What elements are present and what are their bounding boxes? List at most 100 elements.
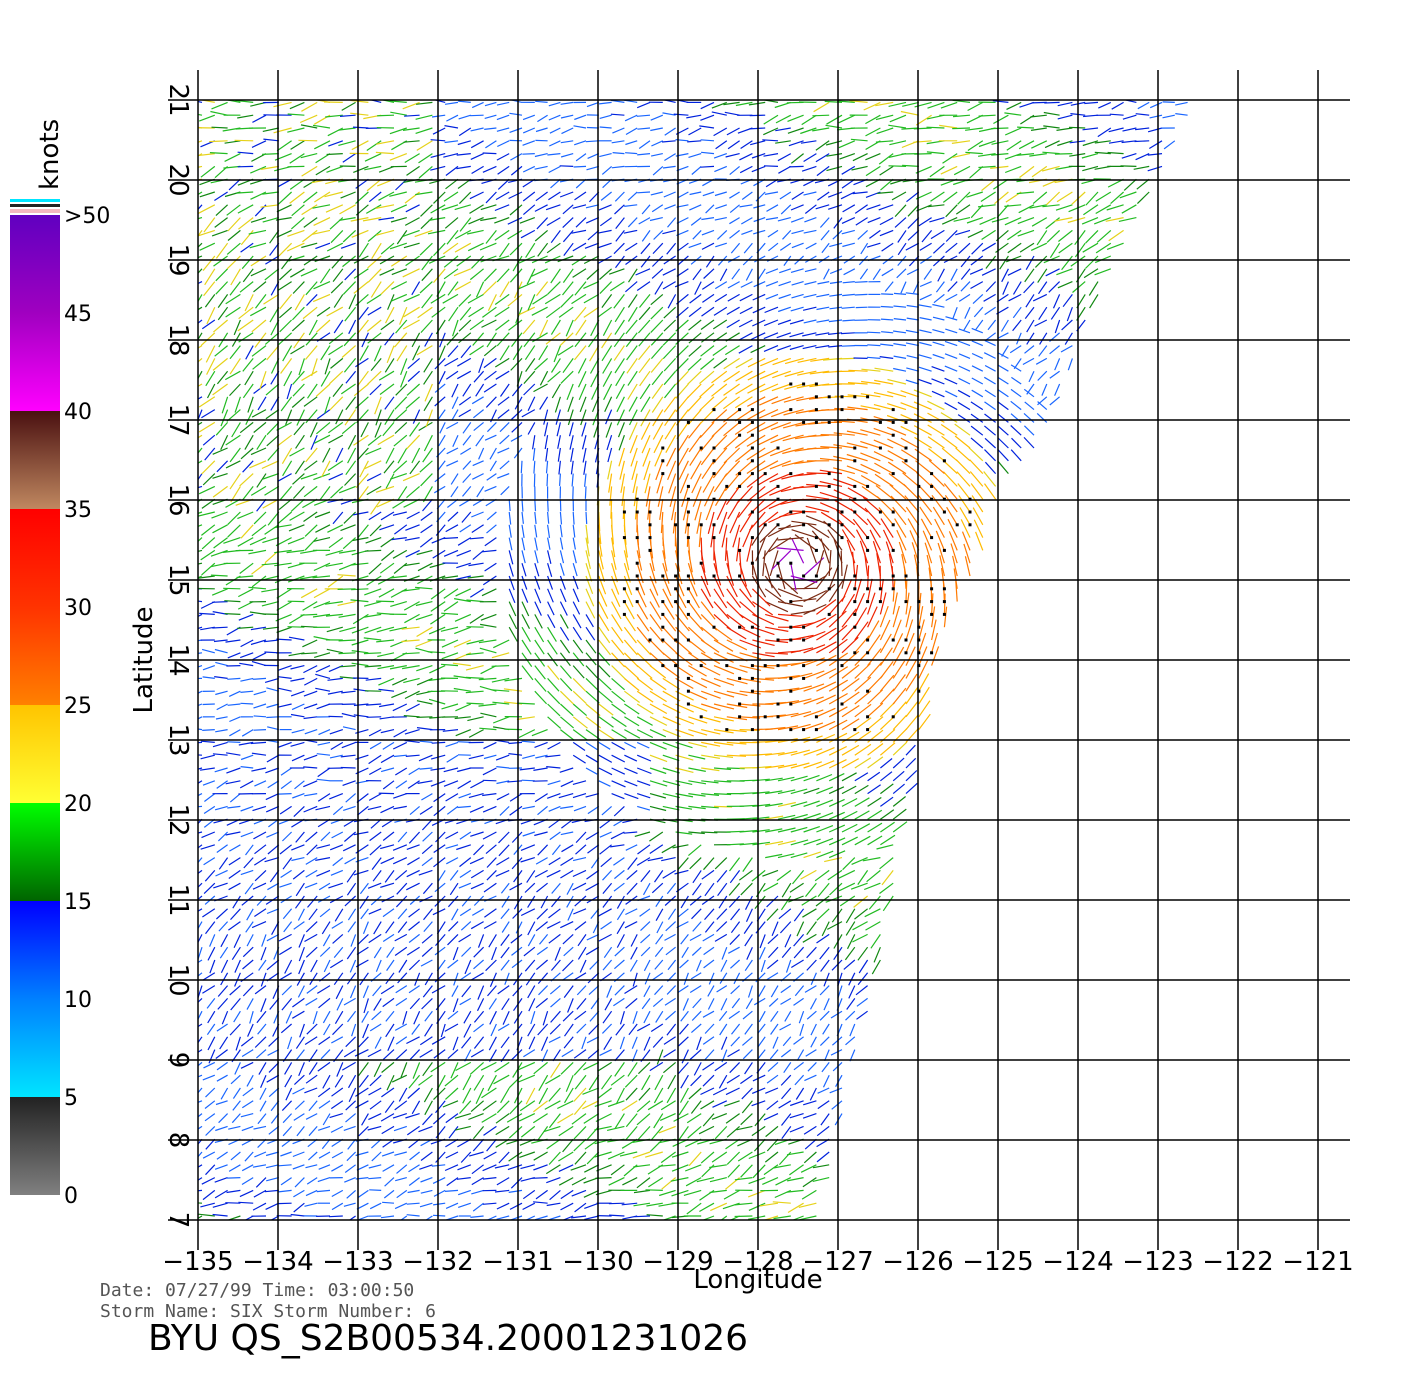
wind-vector: [401, 665, 420, 670]
wind-vector: [1034, 255, 1048, 268]
wind-vector: [306, 293, 318, 307]
wind-vector: [470, 1100, 484, 1113]
wind-vector: [829, 281, 843, 284]
wind-vector: [752, 778, 770, 782]
wind-vector: [201, 648, 215, 654]
wind-vector: [616, 908, 625, 921]
wind-vector: [764, 563, 773, 589]
wind-vector: [317, 1177, 331, 1183]
wind-vector: [691, 1023, 702, 1034]
wind-vector: [402, 319, 420, 330]
wind-vector: [701, 281, 715, 290]
wind-vector: [1001, 345, 1009, 357]
wind-vector: [546, 793, 561, 799]
wind-vector: [642, 882, 651, 896]
wind-vector: [466, 229, 484, 235]
wind-vector: [731, 998, 741, 1009]
wind-vector: [225, 434, 241, 446]
wind-vector: [249, 460, 267, 469]
wind-vector: [688, 345, 702, 357]
wind-vector: [958, 377, 971, 385]
wind-vector: [523, 383, 536, 396]
wind-vector: [881, 331, 894, 334]
wind-vector: [420, 1189, 433, 1194]
wind-vector: [817, 1087, 830, 1094]
wind-vector: [688, 306, 702, 318]
wind-vector: [636, 741, 650, 749]
wind-vector: [572, 575, 579, 590]
wind-vector: [790, 672, 813, 679]
wind-vector: [789, 165, 804, 168]
wind-vector: [315, 524, 331, 533]
wind-vector: [280, 1151, 292, 1157]
wind-vector: [702, 933, 715, 942]
wind-vector: [643, 1036, 651, 1051]
wind-vector: [420, 511, 433, 521]
wind-vector: [258, 1062, 267, 1075]
wind-vector: [865, 165, 881, 177]
wind-vector: [499, 421, 510, 433]
wind-vector: [649, 639, 665, 656]
wind-vector: [1049, 370, 1060, 379]
wind-vector: [538, 1087, 549, 1105]
wind-vector: [347, 1138, 357, 1150]
wind-vector: [296, 972, 305, 986]
wind-vector: [478, 639, 497, 644]
wind-vector: [198, 460, 203, 464]
wind-vector: [395, 780, 408, 789]
wind-vector: [380, 1113, 395, 1122]
wind-vector: [637, 191, 651, 194]
wind-vector: [997, 364, 1009, 372]
wind-vector: [418, 421, 433, 432]
wind-vector: [983, 471, 997, 487]
wind-vector: [624, 703, 640, 715]
wind-vector: [574, 921, 587, 931]
wind-vector: [438, 370, 446, 385]
wind-vector: [736, 1125, 753, 1131]
wind-vector: [880, 305, 894, 308]
wind-vector: [226, 1215, 241, 1220]
wind-vector: [854, 835, 871, 846]
wind-vector: [741, 229, 753, 235]
wind-vector: [857, 870, 869, 885]
wind-vector: [769, 473, 792, 483]
wind-vector: [216, 703, 228, 711]
wind-vector: [838, 882, 856, 892]
wind-vector: [966, 191, 983, 198]
wind-vector: [841, 772, 857, 782]
wind-vector: [341, 1061, 356, 1071]
wind-vector: [264, 485, 280, 496]
wind-vector: [261, 562, 279, 566]
wind-vector: [636, 1177, 651, 1189]
wind-vector: [803, 851, 821, 859]
wind-vector: [318, 1164, 331, 1170]
wind-vector: [228, 882, 241, 891]
wind-vector: [854, 784, 869, 795]
wind-vector: [441, 652, 459, 660]
wind-vector: [500, 959, 510, 971]
wind-vector: [726, 741, 747, 745]
wind-vector: [395, 1177, 407, 1182]
wind-vector: [881, 293, 894, 295]
wind-vector: [252, 652, 267, 661]
wind-vector: [639, 908, 651, 917]
wind-vector: [563, 1087, 574, 1104]
wind-vector: [289, 268, 305, 278]
wind-vector: [303, 754, 318, 761]
wind-vector: [726, 729, 747, 733]
wind-vector: [419, 242, 433, 256]
wind-vector: [346, 946, 357, 960]
wind-vector: [678, 1100, 689, 1116]
wind-vector: [340, 766, 356, 769]
wind-vector: [521, 779, 535, 782]
wind-vector: [777, 840, 796, 846]
wind-vector: [320, 1049, 331, 1060]
wind-vector: [664, 383, 677, 399]
wind-vector: [446, 805, 459, 815]
wind-vector: [441, 612, 459, 615]
wind-vector: [322, 1010, 331, 1024]
wind-vector: [793, 1036, 804, 1045]
wind-vector: [700, 447, 715, 466]
wind-vector: [494, 293, 510, 305]
wind-vector: [736, 485, 753, 504]
